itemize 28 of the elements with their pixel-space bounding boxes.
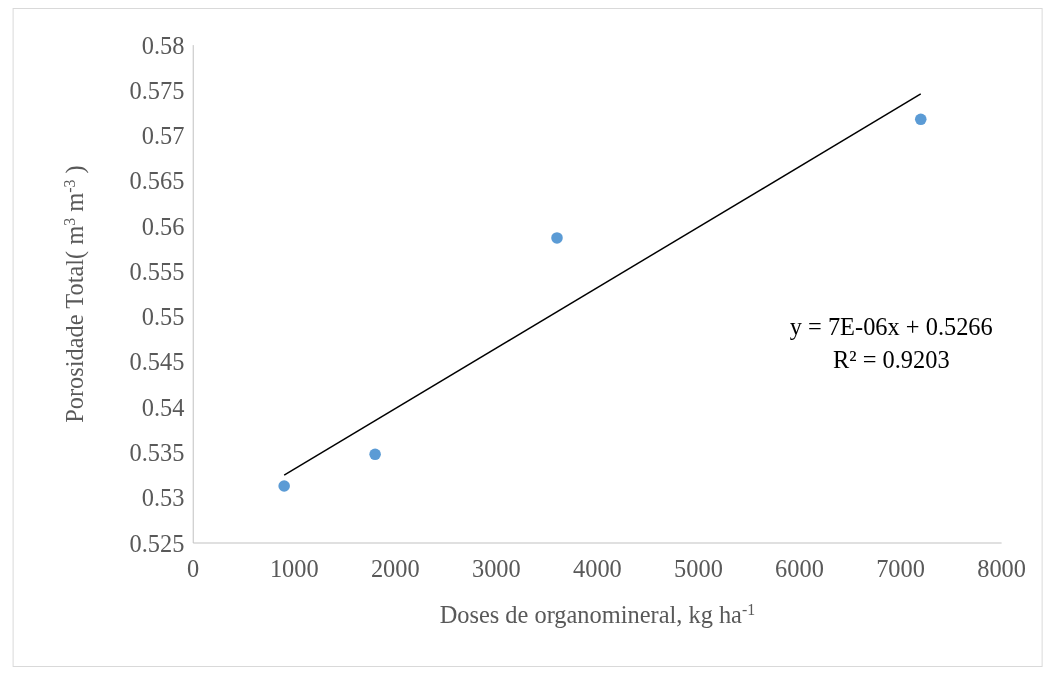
y-tick-label: 0.525 <box>129 529 185 557</box>
point <box>369 448 381 461</box>
y-tick-label: 0.54 <box>141 393 185 421</box>
y-tick-label: 0.555 <box>129 257 185 285</box>
x-tick-label: 2000 <box>370 555 420 583</box>
x-tick-label: 5000 <box>674 555 723 583</box>
y-tick-label: 0.535 <box>129 439 185 467</box>
x-tick-label: 0 <box>187 555 200 583</box>
annotation: y = 7E-06x + 0.5266 <box>789 313 993 341</box>
y-tick-label: 0.575 <box>129 76 185 104</box>
x-axis-title: Doses de organomineral, kg ha$^{-1}$ <box>439 600 756 629</box>
x-tick-label: 4000 <box>573 555 622 583</box>
y-tick-label: 0.58 <box>141 31 185 59</box>
x-tick-label: 7000 <box>876 555 925 583</box>
y-tick-label: 0.55 <box>141 303 185 331</box>
y-tick-label: 0.53 <box>141 484 185 512</box>
x-tick-label: 3000 <box>471 555 521 583</box>
y-tick-label: 0.56 <box>141 212 185 240</box>
x-tick-label: 6000 <box>775 555 824 583</box>
x-tick-label: 8000 <box>977 555 1026 583</box>
point <box>914 113 927 126</box>
y-tick-label: 0.545 <box>129 348 185 376</box>
x-tick-label: 1000 <box>269 555 319 583</box>
point <box>278 480 290 492</box>
y-tick-label: 0.565 <box>129 167 185 195</box>
y-tick-label: 0.57 <box>141 122 185 150</box>
annotation: R² = 0.9203 <box>832 346 950 374</box>
point <box>551 232 563 244</box>
